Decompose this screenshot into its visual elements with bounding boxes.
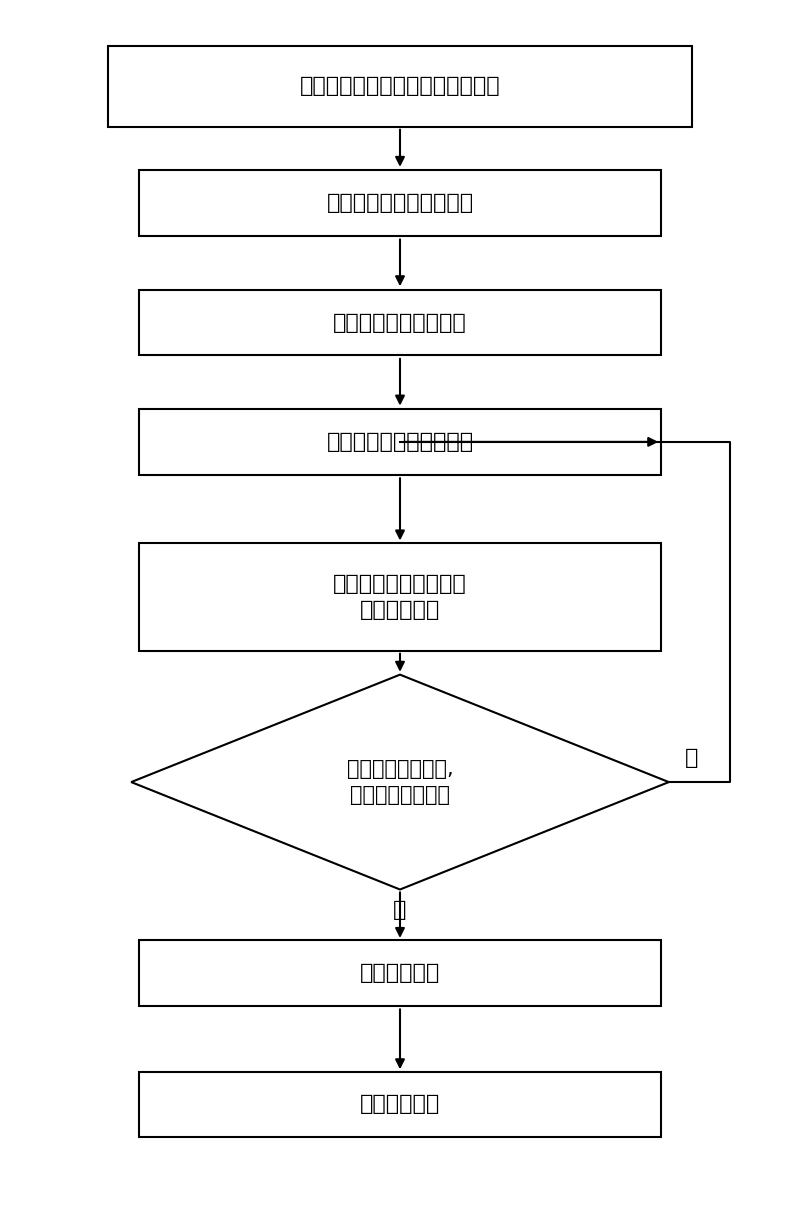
Text: 信号的远程传输与接收: 信号的远程传输与接收 xyxy=(333,313,467,333)
Bar xyxy=(108,45,692,127)
Bar xyxy=(139,290,661,356)
Bar xyxy=(139,940,661,1006)
Text: 信号的进一步分析与处理: 信号的进一步分析与处理 xyxy=(326,432,474,452)
Bar xyxy=(139,1072,661,1138)
Bar xyxy=(139,409,661,475)
Polygon shape xyxy=(131,675,669,889)
Text: 采空塌陷土体水平变形
变化动态显示: 采空塌陷土体水平变形 变化动态显示 xyxy=(333,574,467,620)
Text: 土体塌陷预报: 土体塌陷预报 xyxy=(360,963,440,983)
Text: 是: 是 xyxy=(394,900,406,920)
Text: 采空塌陷区油气管道土体变形监测: 采空塌陷区油气管道土体变形监测 xyxy=(300,77,500,96)
Bar xyxy=(139,543,661,650)
Text: 否: 否 xyxy=(685,748,698,769)
Text: 波长信号的解调、预处理: 波长信号的解调、预处理 xyxy=(326,194,474,213)
Bar xyxy=(139,171,661,236)
Text: 管道安全预警: 管道安全预警 xyxy=(360,1094,440,1114)
Text: 应变状态稳定情况,
数据是否超过阈值: 应变状态稳定情况, 数据是否超过阈值 xyxy=(346,759,454,805)
